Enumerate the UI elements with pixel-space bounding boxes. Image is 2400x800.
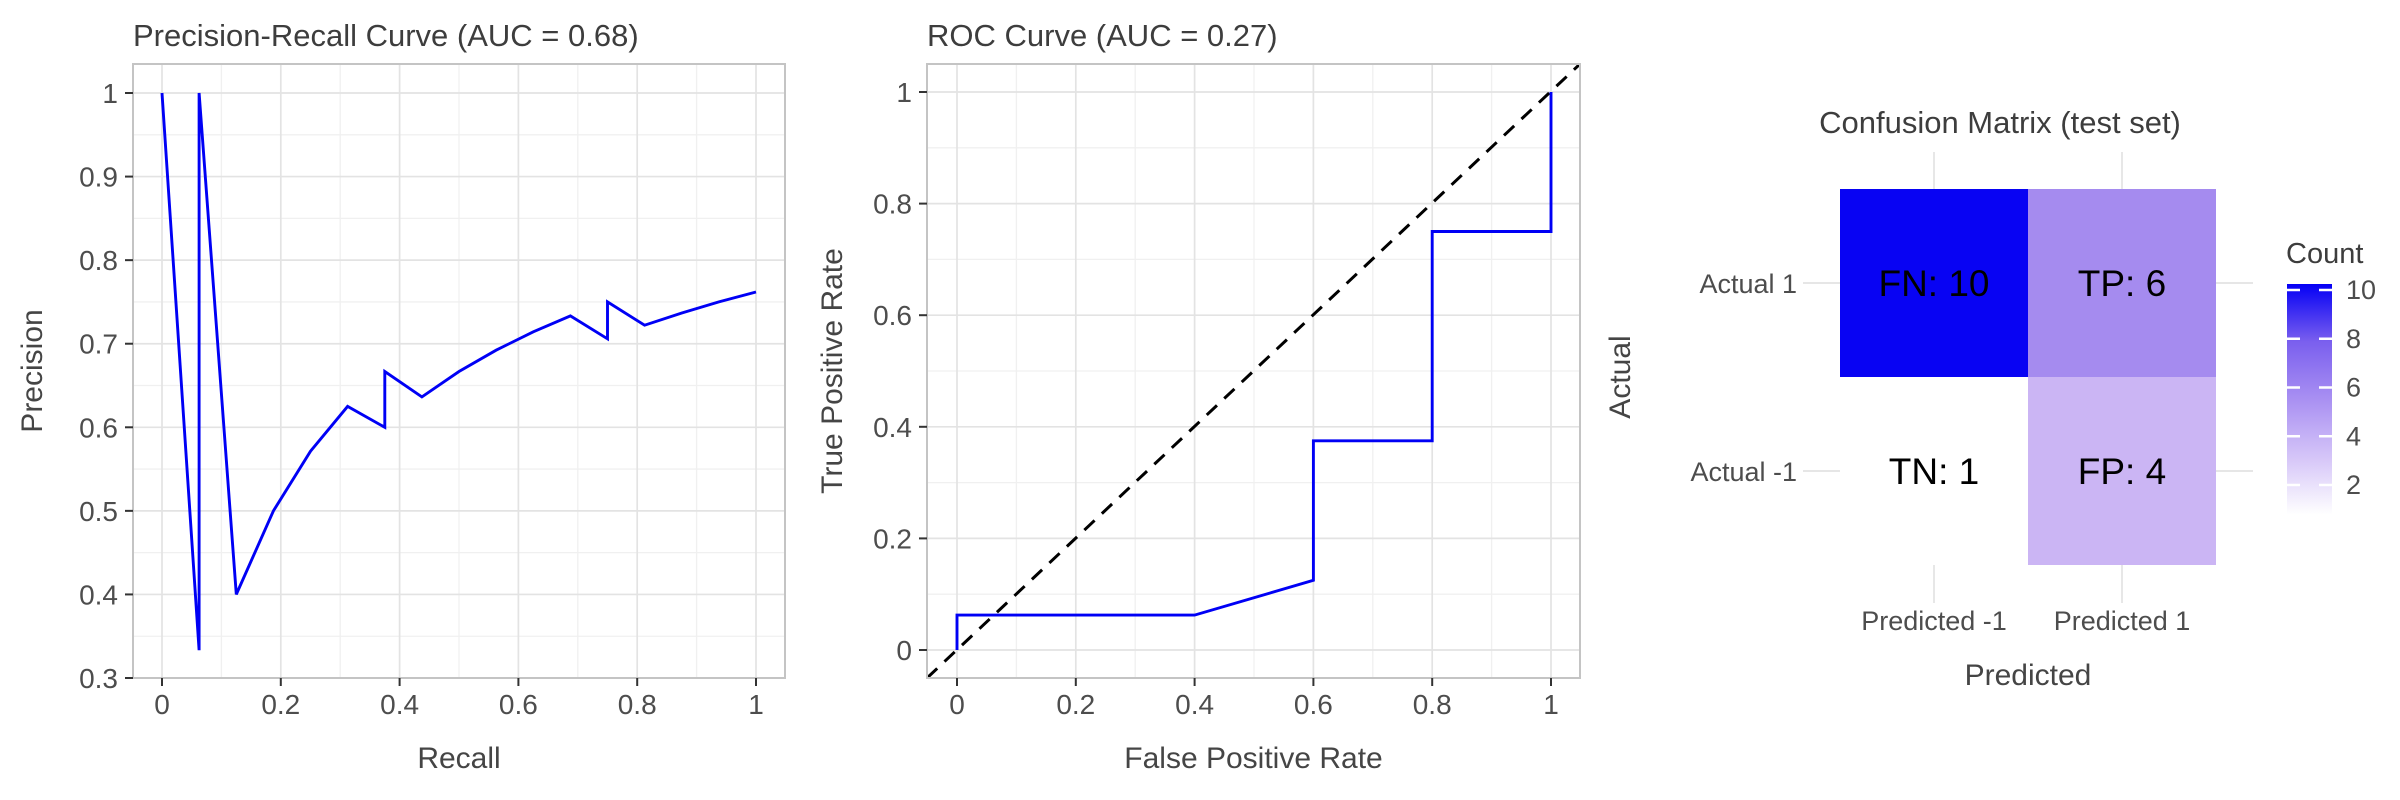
roc-curve <box>955 92 1553 650</box>
pr-curve <box>160 92 757 651</box>
roc-y-tick-label: 0.2 <box>873 523 912 554</box>
cm-cell-label: FP: 4 <box>2078 451 2166 492</box>
roc-x-axis-title: False Positive Rate <box>1124 742 1382 775</box>
roc-x-tick-label: 0.6 <box>1294 689 1333 720</box>
cm-y-axis-title: Actual <box>1604 335 1637 418</box>
cm-cell-tn <box>1840 377 2028 565</box>
roc-y-tick-label: 0.6 <box>873 300 912 331</box>
cm-cell-fn <box>1840 189 2028 377</box>
confusion-matrix-chart: FN: 10 TP: 6 TN: 1 FP: 4 Confusion Matrix (t… <box>1604 105 2376 692</box>
roc-x-tick-label: 0.4 <box>1175 689 1214 720</box>
precision-recall-chart: 0 0.2 0.4 0.6 0.8 1 0.3 0.4 0.5 0.6 0.7 0.8 0.9 1 Prec… <box>16 18 786 775</box>
roc-curve-panel: 0 0.2 0.4 0.6 0.8 1 0 0.2 0.4 0.6 0.8 1 ROC Curve (A… <box>800 0 1600 800</box>
pr-y-tick-label: 1 <box>102 78 118 109</box>
roc-chance-diagonal <box>925 62 1582 680</box>
pr-y-tick-label: 0.7 <box>79 329 118 360</box>
cm-row-label: Actual 1 <box>1699 269 1797 299</box>
cm-cell-label: FN: 10 <box>1878 263 1989 304</box>
pr-title: Precision-Recall Curve (AUC = 0.68) <box>133 18 639 53</box>
pr-x-tick-label: 0.4 <box>380 689 419 720</box>
roc-x-tick-label: 0 <box>949 689 965 720</box>
cm-title: Confusion Matrix (test set) <box>1819 105 2181 140</box>
cm-cell-label: TN: 1 <box>1889 451 1979 492</box>
cm-cell-label: TP: 6 <box>2078 263 2166 304</box>
pr-x-tick-label: 1 <box>748 689 764 720</box>
roc-y-tick-label: 0 <box>896 635 912 666</box>
cm-legend-tick-label: 4 <box>2346 421 2361 451</box>
pr-x-tick-label: 0.6 <box>499 689 538 720</box>
cm-legend-title: Count <box>2286 238 2363 270</box>
cm-row-label: Actual -1 <box>1690 457 1797 487</box>
pr-panel-border <box>132 63 786 679</box>
cm-legend-tick-label: 6 <box>2346 373 2361 403</box>
cm-col-label: Predicted 1 <box>2054 606 2191 636</box>
pr-y-tick-label: 0.3 <box>79 663 118 694</box>
cm-legend-tick-label: 2 <box>2346 470 2361 500</box>
pr-y-tick-label: 0.5 <box>79 496 118 527</box>
cm-col-label: Predicted -1 <box>1861 606 2007 636</box>
cm-cell-tp <box>2028 189 2216 377</box>
roc-y-tick-label: 0.8 <box>873 189 912 220</box>
roc-curve-chart: 0 0.2 0.4 0.6 0.8 1 0 0.2 0.4 0.6 0.8 1 ROC Curve (A… <box>816 18 1582 775</box>
pr-y-tick-label: 0.4 <box>79 579 118 610</box>
roc-y-tick-label: 0.4 <box>873 412 912 443</box>
pr-x-tick-label: 0.2 <box>261 689 300 720</box>
cm-legend-tick-label: 10 <box>2346 275 2376 305</box>
pr-x-tick-label: 0.8 <box>618 689 657 720</box>
pr-y-tick-label: 0.9 <box>79 162 118 193</box>
roc-x-tick-label: 1 <box>1543 689 1559 720</box>
cm-legend-gradient-bar <box>2287 284 2332 515</box>
roc-y-axis-title: True Positive Rate <box>816 248 849 494</box>
roc-x-tick-label: 0.8 <box>1413 689 1452 720</box>
roc-x-tick-label: 0.2 <box>1056 689 1095 720</box>
pr-y-axis-title: Precision <box>16 309 49 432</box>
cm-cell-fp <box>2028 377 2216 565</box>
cm-legend-tick-label: 8 <box>2346 324 2361 354</box>
precision-recall-panel: 0 0.2 0.4 0.6 0.8 1 0.3 0.4 0.5 0.6 0.7 0.8 0.9 1 Prec… <box>0 0 800 800</box>
cm-x-axis-title: Predicted <box>1965 659 2092 692</box>
confusion-matrix-panel: FN: 10 TP: 6 TN: 1 FP: 4 Confusion Matrix (t… <box>1600 0 2400 800</box>
pr-x-tick-label: 0 <box>154 689 170 720</box>
pr-x-axis-title: Recall <box>417 742 500 775</box>
roc-y-tick-label: 1 <box>896 77 912 108</box>
roc-panel-border <box>926 63 1581 679</box>
pr-y-tick-label: 0.8 <box>79 245 118 276</box>
pr-y-tick-label: 0.6 <box>79 412 118 443</box>
roc-title: ROC Curve (AUC = 0.27) <box>927 18 1278 53</box>
